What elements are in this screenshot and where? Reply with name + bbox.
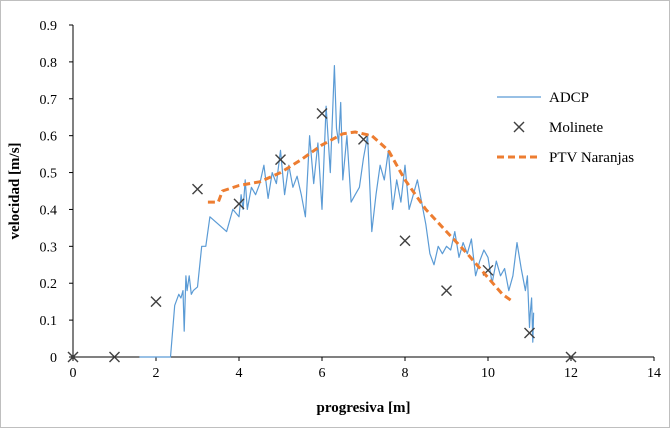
x-tick-label: 6 (319, 366, 326, 381)
y-axis-ticks: 0 0.1 0.2 0.3 0.4 0.5 0.6 0.7 0.8 0.9 (40, 19, 73, 366)
y-tick-label: 0.9 (40, 19, 58, 34)
legend-item-molinete: Molinete (513, 120, 603, 136)
legend-item-adcp: ADCP (497, 90, 589, 106)
y-tick-label: 0.8 (40, 56, 58, 71)
y-tick-label: 0.3 (40, 240, 58, 255)
molinete-marker (67, 351, 79, 363)
molinete-marker (150, 296, 162, 308)
adcp-series-line (139, 64, 535, 358)
series-layer (67, 64, 577, 363)
x-tick-label: 2 (153, 366, 160, 381)
x-tick-label: 4 (236, 366, 243, 381)
legend-marker-molinete (513, 121, 525, 133)
x-tick-label: 8 (402, 366, 409, 381)
y-tick-label: 0 (50, 351, 57, 366)
legend-item-ptv-naranjas: PTV Naranjas (497, 150, 634, 166)
molinete-marker (192, 183, 203, 195)
molinete-marker (441, 285, 452, 297)
x-axis-ticks: 0 2 4 6 8 10 12 14 (70, 357, 661, 381)
legend-label-adcp: ADCP (549, 90, 589, 106)
molinete-marker (275, 154, 286, 166)
y-tick-label: 0.1 (40, 314, 58, 329)
x-tick-label: 10 (481, 366, 495, 381)
x-tick-label: 0 (70, 366, 77, 381)
molinete-marker (524, 327, 535, 339)
y-tick-label: 0.2 (40, 277, 58, 292)
molinete-marker (233, 198, 245, 210)
y-tick-label: 0.6 (40, 130, 58, 145)
molinete-series (67, 108, 577, 363)
x-tick-label: 14 (647, 366, 661, 381)
molinete-marker (316, 108, 328, 120)
y-tick-label: 0.7 (40, 93, 58, 108)
legend-label-molinete: Molinete (549, 120, 603, 136)
x-tick-label: 12 (564, 366, 578, 381)
y-tick-label: 0.5 (40, 167, 58, 182)
ptv-naranjas-series-line (207, 130, 514, 303)
molinete-marker (565, 351, 577, 363)
molinete-marker (109, 351, 120, 363)
legend: ADCP Molinete PTV Naranjas (497, 90, 634, 166)
legend-label-ptv-naranjas: PTV Naranjas (549, 150, 634, 166)
y-axis-title: velocidad [m/s] (7, 142, 23, 239)
molinete-marker (399, 235, 411, 247)
plot-area (72, 25, 654, 358)
x-axis-title: progresiva [m] (316, 400, 410, 416)
y-tick-label: 0.4 (40, 203, 58, 218)
